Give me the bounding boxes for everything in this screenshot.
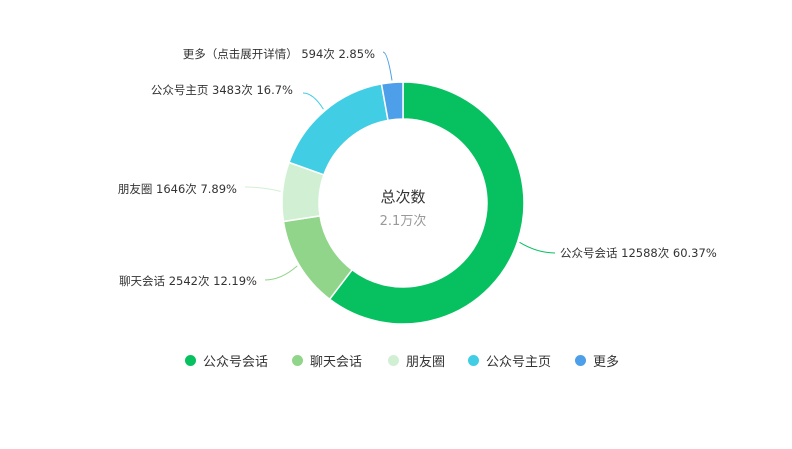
data-label-moments: 朋友圈 1646次 7.89% — [118, 182, 237, 196]
legend-label: 公众号主页 — [486, 354, 552, 370]
slice-public-account-chat[interactable] — [328, 81, 525, 325]
legend-marker-icon — [388, 354, 399, 366]
legend-item-chat[interactable]: 聊天会话 — [292, 349, 362, 371]
center-total-value: 2.1万次 — [379, 214, 427, 229]
leader-line-chat — [264, 265, 298, 281]
legend-label: 公众号会话 — [203, 354, 269, 370]
leader-line-public-account-home — [302, 92, 324, 110]
leader-line-more — [382, 51, 393, 81]
legend-label: 更多 — [593, 354, 620, 370]
legend-label: 聊天会话 — [310, 354, 363, 370]
leader-line-moments — [244, 186, 281, 192]
slice-more[interactable] — [380, 81, 404, 122]
legend-marker-icon — [575, 354, 586, 366]
slice-public-account-home[interactable] — [288, 83, 389, 176]
data-label-chat: 聊天会话 2542次 12.19% — [119, 274, 257, 288]
legend-label: 朋友圈 — [406, 354, 446, 370]
data-label-more[interactable]: 更多（点击展开详情） 594次 2.85% — [183, 47, 375, 61]
legend-marker-icon — [185, 354, 196, 366]
legend-item-moments[interactable]: 朋友圈 — [388, 349, 445, 371]
legend-item-public-account-chat[interactable]: 公众号会话 — [185, 349, 268, 371]
center-title: 总次数 — [380, 188, 426, 206]
legend-marker-icon — [468, 354, 479, 366]
legend-marker-icon — [292, 354, 303, 366]
legend: 公众号会话 聊天会话 朋友圈 公众号主页 更多 — [0, 349, 792, 371]
legend-item-more[interactable]: 更多 — [575, 349, 619, 371]
leader-line-public-account-chat — [519, 241, 556, 254]
data-label-public-account-chat: 公众号会话 12588次 60.37% — [560, 246, 717, 260]
legend-item-public-account-home[interactable]: 公众号主页 — [468, 349, 551, 371]
data-label-public-account-home: 公众号主页 3483次 16.7% — [151, 83, 293, 97]
